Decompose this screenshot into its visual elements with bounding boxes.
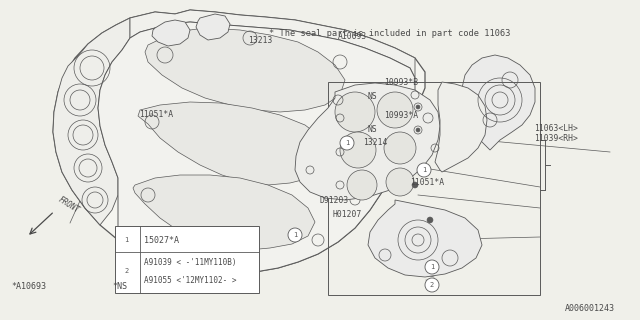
Text: A91055 <'12MY1102- >: A91055 <'12MY1102- > [143, 276, 236, 285]
Circle shape [416, 105, 420, 109]
Text: *NS: *NS [112, 282, 127, 291]
Circle shape [416, 128, 420, 132]
Polygon shape [435, 82, 487, 172]
Circle shape [347, 170, 377, 200]
Polygon shape [53, 18, 130, 225]
Circle shape [377, 92, 413, 128]
Text: * The seal part is included in part code 11063: * The seal part is included in part code… [269, 29, 510, 38]
Text: 1: 1 [430, 264, 434, 270]
Text: 1: 1 [345, 140, 349, 146]
Text: 11039<RH>: 11039<RH> [534, 134, 579, 143]
Circle shape [412, 182, 418, 188]
Circle shape [335, 92, 375, 132]
Circle shape [427, 217, 433, 223]
Polygon shape [130, 10, 415, 78]
Polygon shape [98, 22, 415, 273]
Text: *A10693: *A10693 [12, 282, 47, 291]
Circle shape [340, 132, 376, 168]
Text: 2: 2 [125, 268, 129, 274]
Circle shape [384, 132, 416, 164]
Text: FRONT: FRONT [56, 195, 81, 215]
Text: 13213: 13213 [248, 36, 273, 45]
Circle shape [340, 136, 354, 150]
Text: 1: 1 [125, 237, 129, 244]
Polygon shape [138, 102, 330, 185]
Polygon shape [152, 20, 190, 46]
Text: D91203: D91203 [320, 196, 349, 204]
Text: 11063<LH>: 11063<LH> [534, 124, 579, 133]
Circle shape [425, 260, 439, 274]
Text: 10993*B: 10993*B [384, 78, 418, 87]
Polygon shape [145, 28, 345, 112]
Circle shape [417, 163, 431, 177]
Polygon shape [368, 200, 482, 277]
Circle shape [121, 265, 132, 277]
Text: H01207: H01207 [333, 210, 362, 219]
Text: 10993*A: 10993*A [384, 111, 418, 120]
Polygon shape [53, 10, 425, 273]
Polygon shape [462, 55, 535, 150]
Polygon shape [133, 175, 315, 250]
Bar [115, 226, 259, 293]
Text: 11051*A: 11051*A [140, 110, 173, 119]
Text: A91039 < -'11MY110B): A91039 < -'11MY110B) [143, 258, 236, 267]
Text: NS: NS [368, 92, 378, 100]
Bar [328, 82, 540, 295]
Circle shape [386, 168, 414, 196]
Text: 2: 2 [430, 282, 434, 288]
Circle shape [425, 278, 439, 292]
Text: 1: 1 [422, 167, 426, 173]
Text: 15027*A: 15027*A [143, 236, 179, 245]
Text: 11051*A: 11051*A [410, 178, 444, 187]
Text: NS: NS [368, 125, 378, 134]
Polygon shape [196, 14, 230, 40]
Text: 13214: 13214 [364, 138, 388, 147]
Polygon shape [295, 83, 440, 200]
Text: 1: 1 [293, 232, 297, 238]
Text: A10693: A10693 [338, 32, 367, 41]
Text: A006001243: A006001243 [564, 304, 614, 313]
Circle shape [121, 234, 132, 246]
Circle shape [288, 228, 302, 242]
